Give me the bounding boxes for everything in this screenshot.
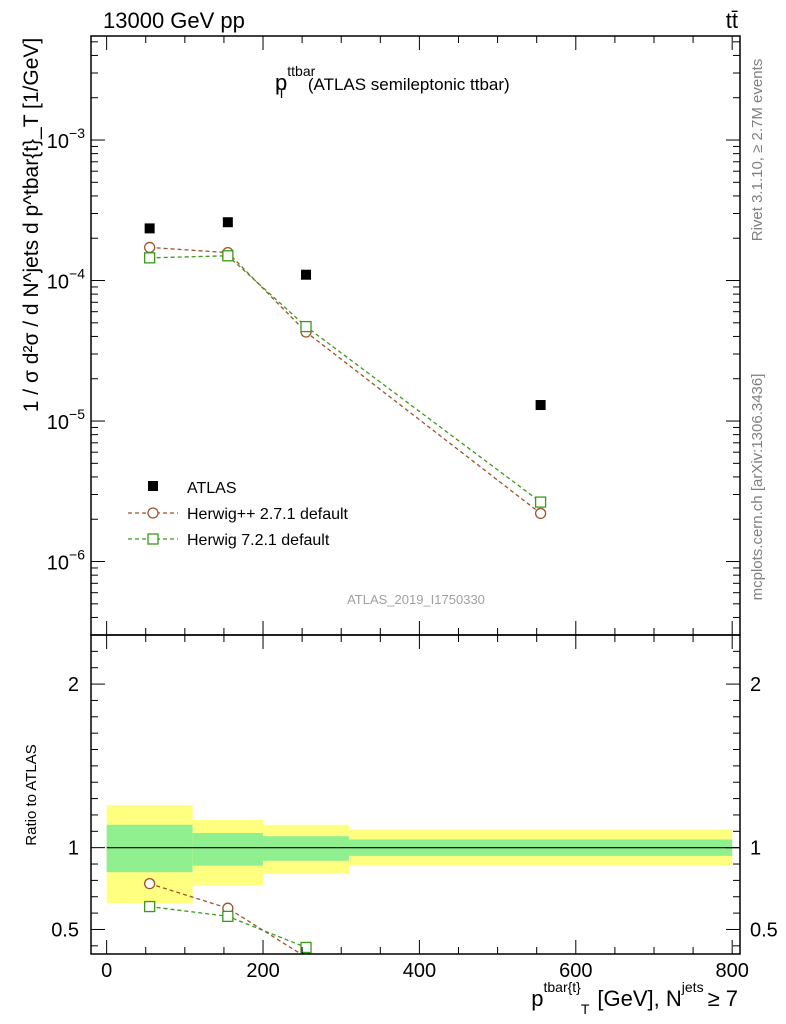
- ratio-y-tick-label-right: 1: [750, 838, 761, 860]
- tick-exp: −4: [69, 266, 85, 282]
- xlabel-main: p: [531, 986, 543, 1011]
- title-sup: ttbar: [287, 63, 315, 79]
- ratio-band-inner: [263, 836, 350, 861]
- data-point-atlas: [144, 223, 155, 234]
- main-y-tick-label: 10−5: [47, 406, 85, 434]
- title-rest: (ATLAS semileptonic ttbar): [308, 75, 510, 94]
- title-sub: T: [277, 85, 286, 101]
- process-label: tt̄: [726, 8, 738, 33]
- main-series-line-1: [149, 246, 542, 514]
- ratio-series-line-0: [149, 883, 303, 954]
- data-point-herwig7: [534, 496, 547, 508]
- xlabel-sub: T: [581, 1001, 590, 1017]
- tick-base: 10: [47, 272, 69, 294]
- ratio-y-tick-label-left: 2: [68, 674, 79, 696]
- ratio-y-tick-label-left: 1: [68, 838, 79, 860]
- ratio-frame: [90, 634, 741, 955]
- ratio-series-group-0: [143, 878, 311, 954]
- ratio-y-tick-label-left: 0.5: [51, 919, 79, 941]
- x-tick-label: 200: [246, 960, 279, 982]
- ratio-panel: 0.5 0.5 1 1 2 2 0 200 400 600 800 Ratio to ATLAS p…: [23, 634, 778, 1017]
- legend-herwig7-marker: [147, 533, 159, 545]
- energy-label: 13000 GeV pp: [103, 8, 245, 33]
- ratio-point-herwig7: [222, 910, 234, 923]
- ratio-point-herwig7: [143, 900, 156, 913]
- tick-exp: −5: [69, 406, 85, 422]
- title-main: p: [275, 70, 287, 95]
- data-point-atlas: [535, 400, 546, 411]
- xlabel-end: ≥ 7: [708, 986, 738, 1011]
- ratio-y-tick-label-right: 0.5: [750, 919, 778, 941]
- data-point-atlas: [301, 269, 312, 280]
- ratio-point-herwig7: [300, 941, 312, 954]
- legend-herwigpp-marker: [147, 507, 159, 519]
- xlabel-mid: [GeV], N: [597, 986, 681, 1011]
- main-ylabel: 1 / σ d²σ / d N^jets d p^tbar{t}_T [1/Ge…: [20, 38, 43, 412]
- ratio-band-inner: [106, 824, 193, 873]
- xlabel-sup1: tbar{t}: [543, 979, 581, 995]
- ratio-band-inner: [192, 832, 264, 866]
- data-point-herwigpp: [534, 507, 547, 520]
- tick-base: 10: [47, 412, 69, 434]
- xlabel-sup2: jets: [681, 979, 704, 995]
- mcplots-label: mcplots.cern.ch [arXiv:1306.3436]: [749, 374, 766, 601]
- x-tick-label: 800: [715, 960, 748, 982]
- data-point-herwig7: [300, 320, 312, 333]
- ratio-point-herwigpp: [143, 878, 156, 890]
- tick-exp: −6: [69, 547, 85, 563]
- tick-base: 10: [47, 553, 69, 575]
- main-series-line-2: [149, 255, 541, 503]
- x-tick-label: 0: [101, 960, 112, 982]
- main-panel: 10−610−510−410−3 pttbar T (ATLAS semilepto…: [20, 35, 741, 636]
- legend-herwigpp-label: Herwig++ 2.7.1 default: [187, 506, 349, 523]
- main-title: pttbar T (ATLAS semileptonic ttbar): [275, 63, 510, 101]
- ratio-series-group-1: [143, 900, 312, 954]
- data-point-herwig7: [143, 252, 156, 264]
- main-y-tick-label: 10−6: [47, 547, 85, 575]
- data-point-herwigpp: [143, 241, 156, 254]
- main-y-tick-label: 10−3: [47, 125, 85, 153]
- legend-atlas-label: ATLAS: [187, 480, 237, 497]
- legend: ATLAS Herwig++ 2.7.1 default Herwig 7.2.…: [128, 480, 349, 549]
- main-y-tick-label: 10−4: [47, 266, 85, 294]
- analysis-id: ATLAS_2019_I1750330: [347, 592, 485, 607]
- x-tick-label: 600: [559, 960, 592, 982]
- ratio-y-tick-label-right: 2: [750, 674, 761, 696]
- data-point-herwig7: [222, 250, 234, 262]
- x-tick-label: 400: [403, 960, 436, 982]
- ratio-ylabel: Ratio to ATLAS: [23, 744, 40, 845]
- tick-exp: −3: [69, 125, 85, 141]
- legend-atlas-marker: [148, 481, 158, 491]
- tick-base: 10: [47, 131, 69, 153]
- data-point-atlas: [222, 217, 233, 228]
- rivet-label: Rivet 3.1.10, ≥ 2.7M events: [749, 59, 766, 242]
- x-axis-label: ptbar{t}T [GeV], Njets ≥ 7: [531, 979, 738, 1017]
- legend-herwig7-label: Herwig 7.2.1 default: [187, 532, 330, 549]
